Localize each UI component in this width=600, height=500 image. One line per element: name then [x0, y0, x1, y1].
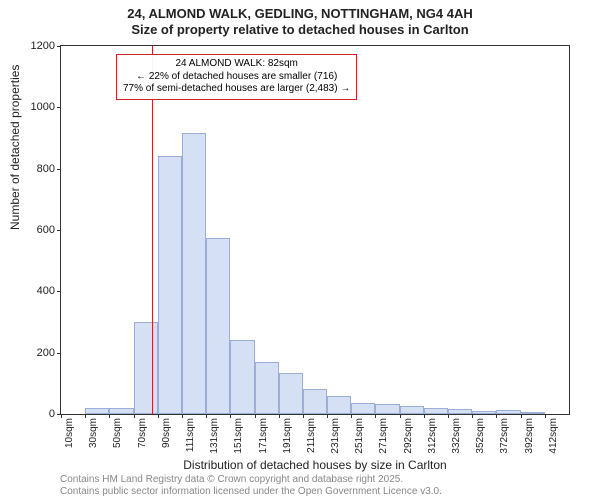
footer-line2: Contains public sector information licen…: [60, 486, 442, 498]
y-tick-label: 600: [37, 224, 55, 236]
x-tick-label: 50sqm: [112, 418, 123, 448]
x-tick-mark: [134, 414, 135, 418]
histogram-bar: [158, 156, 182, 414]
x-tick-label: 70sqm: [137, 418, 148, 448]
x-tick-label: 191sqm: [282, 418, 293, 454]
x-tick-mark: [182, 414, 183, 418]
x-tick-label: 352sqm: [475, 418, 486, 454]
y-tick-label: 400: [37, 285, 55, 297]
x-tick-mark: [521, 414, 522, 418]
x-tick-mark: [545, 414, 546, 418]
x-tick-mark: [61, 414, 62, 418]
footer-line1: Contains HM Land Registry data © Crown c…: [60, 474, 442, 486]
x-tick-mark: [400, 414, 401, 418]
chart-container: 24, ALMOND WALK, GEDLING, NOTTINGHAM, NG…: [0, 0, 600, 500]
histogram-bar: [109, 408, 133, 414]
y-tick-mark: [57, 107, 61, 108]
y-tick-label: 200: [37, 347, 55, 359]
x-tick-label: 332sqm: [451, 418, 462, 454]
histogram-bar: [472, 411, 496, 414]
x-tick-mark: [448, 414, 449, 418]
x-tick-mark: [109, 414, 110, 418]
x-tick-mark: [351, 414, 352, 418]
x-tick-mark: [375, 414, 376, 418]
histogram-bar: [134, 322, 158, 414]
y-axis-label: Number of detached properties: [8, 65, 22, 230]
x-tick-mark: [327, 414, 328, 418]
y-tick-mark: [57, 46, 61, 47]
histogram-bar: [303, 389, 327, 414]
y-tick-label: 0: [49, 408, 55, 420]
x-tick-mark: [158, 414, 159, 418]
histogram-bar: [496, 410, 520, 414]
x-axis-label: Distribution of detached houses by size …: [60, 458, 570, 472]
x-tick-label: 111sqm: [185, 418, 196, 452]
x-tick-mark: [303, 414, 304, 418]
x-tick-label: 312sqm: [427, 418, 438, 454]
annotation-box: 24 ALMOND WALK: 82sqm← 22% of detached h…: [116, 54, 357, 100]
x-tick-label: 372sqm: [499, 418, 510, 454]
y-tick-mark: [57, 291, 61, 292]
footer: Contains HM Land Registry data © Crown c…: [60, 474, 442, 498]
histogram-bar: [327, 396, 351, 414]
x-tick-mark: [206, 414, 207, 418]
histogram-bar: [375, 404, 399, 414]
x-tick-mark: [255, 414, 256, 418]
x-tick-mark: [230, 414, 231, 418]
title-line2: Size of property relative to detached ho…: [0, 22, 600, 38]
histogram-bar: [521, 412, 545, 414]
x-tick-label: 30sqm: [88, 418, 99, 448]
histogram-bar: [85, 408, 109, 414]
histogram-bar: [230, 340, 254, 414]
x-tick-label: 392sqm: [524, 418, 535, 454]
annotation-line2: ← 22% of detached houses are smaller (71…: [123, 71, 350, 84]
histogram-bar: [400, 406, 424, 414]
title-block: 24, ALMOND WALK, GEDLING, NOTTINGHAM, NG…: [0, 0, 600, 37]
y-tick-mark: [57, 230, 61, 231]
histogram-bar: [206, 238, 230, 414]
histogram-bar: [351, 403, 375, 414]
x-tick-label: 10sqm: [64, 418, 75, 448]
x-tick-label: 271sqm: [378, 418, 389, 454]
y-tick-label: 800: [37, 163, 55, 175]
x-tick-label: 251sqm: [354, 418, 365, 454]
x-tick-mark: [424, 414, 425, 418]
x-tick-label: 90sqm: [161, 418, 172, 448]
x-tick-mark: [496, 414, 497, 418]
y-tick-label: 1000: [31, 101, 55, 113]
x-tick-label: 151sqm: [233, 418, 244, 454]
x-tick-mark: [279, 414, 280, 418]
y-tick-mark: [57, 169, 61, 170]
histogram-bar: [182, 133, 206, 414]
x-tick-label: 211sqm: [306, 418, 317, 453]
x-tick-label: 231sqm: [330, 418, 341, 454]
x-tick-mark: [472, 414, 473, 418]
histogram-bar: [448, 409, 472, 414]
title-line1: 24, ALMOND WALK, GEDLING, NOTTINGHAM, NG…: [0, 6, 600, 22]
x-tick-label: 171sqm: [258, 418, 269, 454]
x-tick-mark: [85, 414, 86, 418]
histogram-bar: [255, 362, 279, 414]
x-tick-label: 292sqm: [403, 418, 414, 454]
histogram-bar: [279, 373, 303, 414]
y-tick-mark: [57, 353, 61, 354]
histogram-bar: [424, 408, 448, 414]
reference-line: [152, 46, 153, 414]
annotation-line1: 24 ALMOND WALK: 82sqm: [123, 58, 350, 71]
x-tick-label: 131sqm: [209, 418, 220, 454]
annotation-line3: 77% of semi-detached houses are larger (…: [123, 83, 350, 96]
x-tick-label: 412sqm: [548, 418, 559, 454]
y-tick-label: 1200: [31, 40, 55, 52]
plot-area: 02004006008001000120010sqm30sqm50sqm70sq…: [60, 45, 570, 415]
